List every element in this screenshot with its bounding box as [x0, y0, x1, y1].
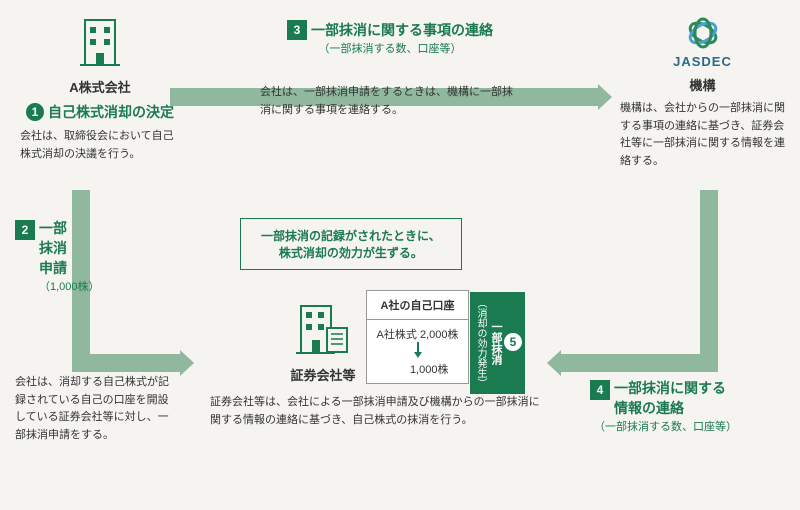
jasdec-desc: 機構は、会社からの一部抹消に関する事項の連絡に基づき、証券会社等に一部抹消に関す… [620, 100, 785, 170]
step3-num: 3 [287, 20, 307, 40]
step2-sub: （1,000株） [39, 278, 100, 294]
step4-sub: （一部抹消する数、口座等） [594, 418, 790, 434]
jasdec-logo-text: JASDEC [620, 54, 785, 69]
arrow-step4-v [700, 190, 718, 370]
account-box: A社の自己口座 A社株式 2,000株 1,000株 [366, 290, 470, 384]
sec-name: 証券会社等 [291, 365, 356, 384]
step4-num: 4 [590, 380, 610, 400]
step1-desc: 会社は、取締役会において自己株式消却の決議を行う。 [20, 128, 180, 163]
entity-a: A株式会社 1 自己株式消却の決定 会社は、取締役会において自己株式消却の決議を… [20, 15, 180, 163]
step3-title: 3 一部抹消に関する事項の連絡 [230, 20, 550, 40]
building-icon [75, 15, 125, 70]
arrow-step4-h [560, 354, 718, 372]
step1-title: 1 自己株式消却の決定 [20, 102, 180, 122]
step2-desc: 会社は、消却する自己株式が記録されている自己の口座を開設している証券会社等に対し… [15, 374, 175, 444]
step3-block: 3 一部抹消に関する事項の連絡 （一部抹消する数、口座等） 会社は、一部抹消申請… [230, 20, 550, 119]
entity-jasdec: JASDEC 機構 機構は、会社からの一部抹消に関する事項の連絡に基づき、証券会… [620, 15, 785, 170]
step4-block: 4 一部抹消に関する 情報の連絡 （一部抹消する数、口座等） [590, 378, 790, 434]
step1-num: 1 [26, 103, 44, 121]
jasdec-logo-icon [681, 15, 725, 51]
down-arrow-icon [412, 342, 424, 358]
step3-desc: 会社は、一部抹消申請をするときは、機構に一部抹消に関する事項を連絡する。 [230, 84, 550, 119]
entity-a-name: A株式会社 [20, 77, 180, 96]
step2-num: 2 [15, 220, 35, 240]
step3-sub: （一部抹消する数、口座等） [230, 40, 550, 56]
step5-pill: （消却の効力発生） 5 一部抹消 [470, 292, 525, 394]
step5-block: （消却の効力発生） 5 一部抹消 [470, 292, 525, 394]
center-note: 一部抹消の記録がされたときに、 株式消却の効力が生ずる。 [240, 218, 462, 270]
step5-num: 5 [504, 333, 522, 351]
step2-block: 2 一部 抹消 申請 （1,000株） 会社は、消却する自己株式が記録されている… [15, 218, 175, 444]
jasdec-name: 機構 [620, 75, 785, 94]
sec-building-icon [293, 298, 353, 358]
sec-desc: 証券会社等は、会社による一部抹消申請及び機構からの一部抹消に関する情報の連絡に基… [200, 394, 560, 429]
